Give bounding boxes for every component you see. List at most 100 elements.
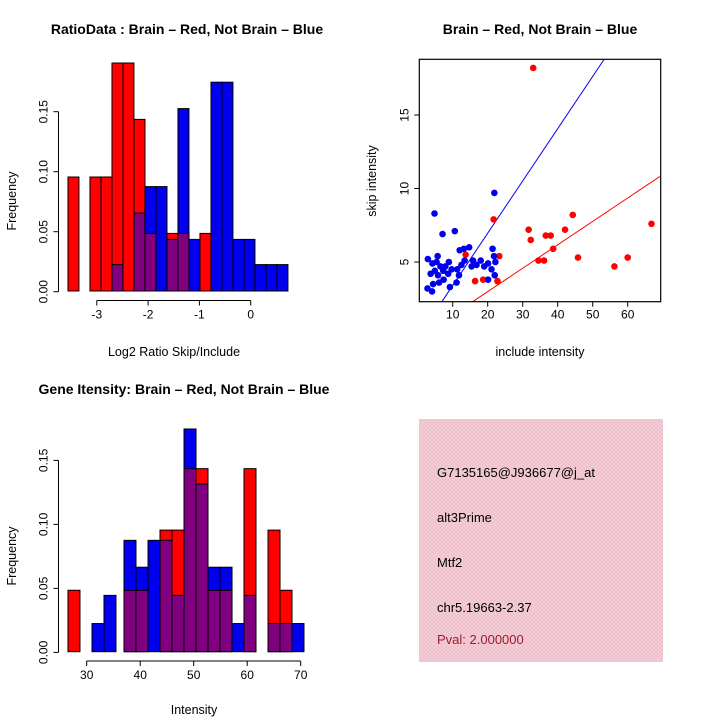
- hist-bar-overlap: [183, 468, 197, 653]
- locus-text: chr5.19663-2.37: [437, 600, 532, 615]
- data-point-blue: [428, 288, 436, 295]
- x-tick-label: 20: [481, 308, 495, 322]
- hist-bar-overlap: [171, 594, 185, 653]
- data-point-blue: [484, 260, 492, 267]
- data-point-blue: [424, 255, 432, 263]
- data-point-blue: [491, 189, 498, 197]
- gene-histogram-xlabel: Intensity: [171, 703, 218, 717]
- hist-bar-blue: [232, 238, 245, 292]
- data-point-blue: [491, 271, 499, 279]
- hist-bar-overlap: [166, 238, 179, 292]
- data-point-blue: [429, 280, 437, 288]
- data-point-red: [624, 254, 631, 261]
- y-tick-label: 0.00: [37, 640, 51, 664]
- data-point-blue: [433, 258, 440, 266]
- x-tick-label: 50: [586, 308, 600, 322]
- x-tick-label: 10: [446, 308, 460, 322]
- data-point-blue: [451, 227, 459, 235]
- x-tick-label: 30: [80, 668, 94, 682]
- plot-frame: [418, 58, 662, 303]
- data-point-blue: [445, 258, 453, 266]
- data-point-red: [525, 226, 532, 233]
- data-point-blue: [446, 283, 454, 291]
- y-tick-label: 0.00: [37, 280, 51, 304]
- data-point-blue: [469, 257, 477, 264]
- gene-histogram-ylabel: Frequency: [5, 526, 19, 586]
- hist-bar-blue: [291, 623, 305, 653]
- hist-bar-blue: [231, 623, 245, 653]
- hist-bar-blue: [91, 623, 105, 653]
- x-tick-label: 70: [294, 668, 308, 682]
- data-point-blue: [473, 261, 480, 269]
- data-point-red: [549, 245, 557, 253]
- ratio-histogram-plot-area: 0.00 0.05 0.10 0.15 -3 -2 -1 0: [37, 62, 289, 322]
- x-tick-label: 40: [134, 668, 148, 682]
- data-point-red: [535, 257, 542, 264]
- hist-bar-red: [199, 232, 212, 292]
- x-tick-label: -3: [91, 308, 102, 322]
- hist-bar-overlap: [111, 264, 124, 292]
- y-tick-label: 0.05: [37, 576, 51, 600]
- hist-bar-overlap: [133, 212, 146, 292]
- y-tick-label: 0.10: [37, 160, 51, 184]
- fit-line-red: [472, 175, 661, 302]
- data-point-red: [561, 226, 569, 233]
- probe-id-text: G7135165@J936677@j_at: [437, 465, 595, 480]
- x-tick-label: 40: [551, 308, 565, 322]
- data-point-red: [471, 277, 479, 285]
- x-tick-label: -1: [194, 308, 205, 322]
- fit-line-blue: [441, 59, 605, 302]
- hist-bar-blue: [155, 186, 168, 292]
- data-point-blue: [453, 279, 460, 286]
- data-point-red: [648, 220, 655, 228]
- data-point-blue: [456, 246, 464, 254]
- hist-bar-blue: [103, 594, 117, 653]
- data-point-red: [462, 251, 469, 258]
- data-point-red: [574, 254, 582, 261]
- x-tick-label: 50: [187, 668, 201, 682]
- event-type-text: alt3Prime: [437, 510, 492, 525]
- ratio-histogram-title: RatioData : Brain – Red, Not Brain – Blu…: [51, 21, 323, 37]
- data-point-blue: [488, 266, 495, 273]
- x-tick-label: 30: [516, 308, 530, 322]
- hist-bar-overlap: [279, 623, 293, 653]
- data-point-blue: [435, 279, 443, 286]
- gene-info-panel: G7135165@J936677@j_at alt3Prime Mtf2 chr…: [419, 419, 663, 662]
- data-point-red: [495, 252, 503, 260]
- hist-bar-blue: [188, 238, 201, 292]
- data-point-red: [494, 277, 501, 285]
- x-tick-label: 60: [621, 308, 635, 322]
- data-point-blue: [484, 276, 492, 283]
- pval-text: Pval: 2.000000: [437, 632, 524, 647]
- x-tick-label: 60: [241, 668, 255, 682]
- hist-bar-overlap: [207, 589, 221, 653]
- data-point-blue: [461, 257, 468, 264]
- data-point-red: [547, 232, 554, 239]
- hist-bar-overlap: [243, 594, 257, 653]
- data-point-blue: [492, 258, 499, 266]
- ratio-histogram-ylabel: Frequency: [5, 171, 19, 231]
- scatter-ylabel: skip intensity: [365, 144, 379, 216]
- data-point-blue: [439, 230, 446, 238]
- x-tick-label: -2: [143, 308, 154, 322]
- hist-bar-overlap: [219, 589, 233, 653]
- y-tick-label: 15: [397, 108, 411, 122]
- hist-bar-red: [89, 176, 102, 292]
- y-tick-label: 0.15: [37, 448, 51, 472]
- ratio-histogram-xlabel: Log2 Ratio Skip/Include: [108, 345, 240, 359]
- x-tick-label: 0: [247, 308, 254, 322]
- hist-bar-overlap: [135, 589, 149, 653]
- hist-bar-blue: [147, 539, 161, 653]
- hist-bar-blue: [254, 264, 267, 292]
- hist-bar-overlap: [195, 483, 209, 653]
- ratio-histogram-panel: RatioData : Brain – Red, Not Brain – Blu…: [5, 21, 323, 359]
- gene-name-text: Mtf2: [437, 555, 463, 570]
- data-point-blue: [431, 210, 438, 217]
- scatter-title: Brain – Red, Not Brain – Blue: [443, 21, 638, 37]
- data-point-blue: [453, 266, 461, 273]
- hist-bar-red: [111, 62, 124, 292]
- hist-bar-red: [67, 176, 80, 292]
- hist-bar-red: [67, 589, 81, 653]
